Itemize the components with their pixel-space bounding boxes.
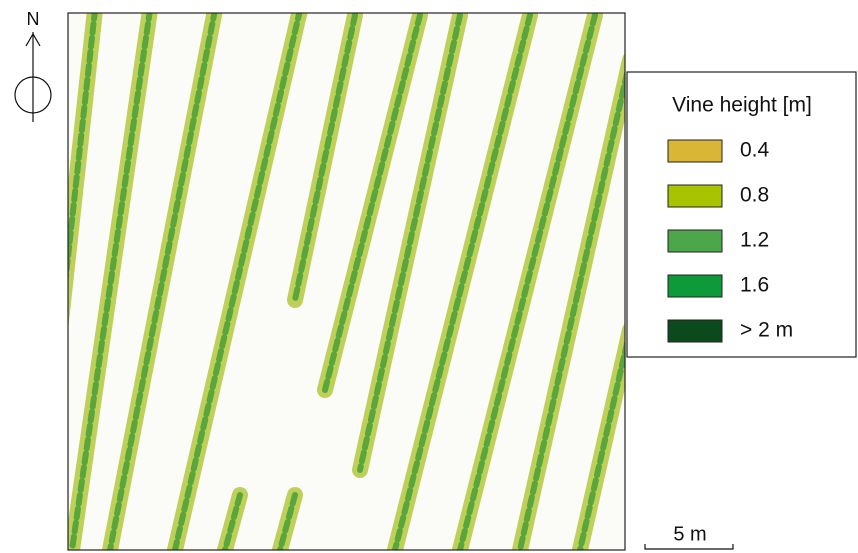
legend-label: 1.6 xyxy=(740,274,769,297)
map-panel xyxy=(67,12,626,551)
legend-swatch xyxy=(667,184,723,208)
scale-bar-line xyxy=(644,544,734,550)
north-arrow-head xyxy=(25,32,41,47)
legend-label: > 2 m xyxy=(740,319,793,342)
scale-bar-label: 5 m xyxy=(673,523,706,545)
legend-swatch xyxy=(667,229,723,253)
legend: Vine height [m] 0.4 0.8 1.2 1.6 > 2 m xyxy=(626,71,857,358)
scale-bar: 5 m xyxy=(644,523,734,550)
legend-label: 0.4 xyxy=(740,139,770,162)
legend-title: Vine height [m] xyxy=(672,94,812,117)
legend-swatch xyxy=(667,319,723,343)
vine-row-inner xyxy=(68,13,625,550)
legend-label: 1.2 xyxy=(740,229,769,252)
legend-swatch xyxy=(667,274,723,298)
north-arrow: N xyxy=(14,9,52,122)
north-arrow-circle xyxy=(14,76,52,114)
vine-rows xyxy=(68,13,625,550)
legend-items: 0.4 0.8 1.2 1.6 > 2 m xyxy=(667,139,793,343)
north-label: N xyxy=(27,9,40,29)
legend-swatch xyxy=(667,139,723,163)
legend-box xyxy=(626,71,857,358)
legend-label: 0.8 xyxy=(740,184,769,207)
map-frame xyxy=(67,12,626,551)
